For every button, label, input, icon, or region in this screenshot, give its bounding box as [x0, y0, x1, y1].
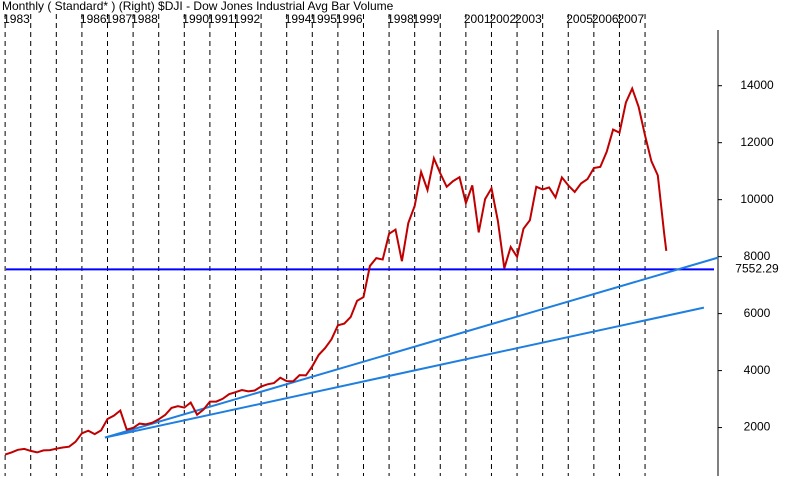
- y-tick-label: 12000: [740, 135, 774, 149]
- x-tick-label: 2003: [515, 12, 542, 26]
- trend-line: [104, 306, 705, 439]
- x-tick-label: 1986: [80, 12, 107, 26]
- x-tick-label: 2005: [566, 12, 593, 26]
- x-tick-label: 1988: [131, 12, 158, 26]
- x-tick-label: 1996: [336, 12, 363, 26]
- y-tick-label: 8000: [744, 249, 771, 263]
- x-tick-label: 1999: [413, 12, 440, 26]
- y-tick-label: 2000: [744, 420, 771, 434]
- x-tick-label: 1998: [387, 12, 414, 26]
- x-tick-label: 1990: [182, 12, 209, 26]
- trend-line: [104, 256, 719, 439]
- x-tick-label: 2007: [617, 12, 644, 26]
- x-tick-label: 1983: [3, 12, 30, 26]
- x-tick-label: 2002: [489, 12, 516, 26]
- x-tick-label: 1994: [285, 12, 312, 26]
- x-tick-label: 1991: [208, 12, 235, 26]
- y-tick-label: 14000: [740, 78, 774, 92]
- chart-title: Monthly ( Standard* ) (Right) $DJI - Dow…: [2, 0, 394, 13]
- x-tick-label: 2006: [592, 12, 619, 26]
- price-line: [4, 85, 668, 456]
- x-tick-label: 2001: [464, 12, 491, 26]
- y-tick-label: 10000: [740, 192, 774, 206]
- x-tick-label: 1992: [233, 12, 260, 26]
- x-tick-label: 1987: [106, 12, 133, 26]
- reference-label: 7552.29: [735, 262, 779, 276]
- y-tick-label: 4000: [744, 363, 771, 377]
- y-tick-label: 6000: [744, 306, 771, 320]
- x-tick-label: 1995: [310, 12, 337, 26]
